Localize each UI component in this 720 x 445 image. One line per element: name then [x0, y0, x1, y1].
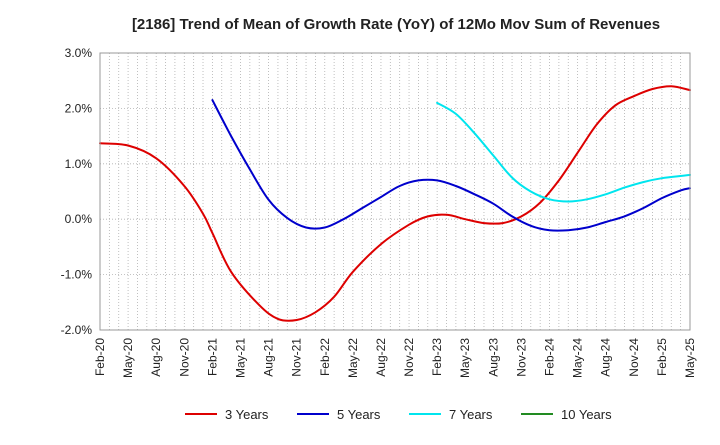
y-tick-label: 2.0% [65, 101, 93, 115]
legend-label-7-years: 7 Years [449, 407, 493, 422]
x-tick-label: Feb-21 [205, 338, 219, 376]
x-tick-label: May-22 [346, 338, 360, 378]
plot-area [100, 53, 690, 330]
y-tick-label: -1.0% [61, 268, 93, 282]
x-tick-label: May-23 [458, 338, 472, 378]
y-tick-label: 0.0% [65, 212, 93, 226]
x-tick-label: Nov-22 [402, 338, 416, 377]
axis-layer: 3.0% 2.0% 1.0% 0.0% -1.0% -2.0%Feb-20 May-20 Au… [61, 46, 697, 378]
y-tick-label: 3.0% [65, 46, 93, 60]
x-tick-label: Nov-20 [177, 338, 191, 377]
x-tick-label: Aug-23 [486, 338, 500, 377]
legend-label-3-years: 3 Years [225, 407, 269, 422]
y-tick-label: 1.0% [65, 157, 93, 171]
chart-title: [2186] Trend of Mean of Growth Rate (YoY… [132, 16, 660, 33]
y-tick-label: -2.0% [61, 323, 93, 337]
plot-frame [99, 52, 691, 331]
x-tick-label: Feb-23 [430, 338, 444, 376]
series-line-3-years [99, 85, 691, 322]
x-tick-label: May-24 [571, 338, 585, 378]
x-tick-label: Aug-21 [262, 338, 276, 377]
grid-layer [100, 53, 690, 330]
x-tick-label: Aug-24 [599, 338, 613, 377]
series-line-7-years [436, 101, 691, 203]
x-tick-label: May-20 [121, 338, 135, 378]
x-tick-label: Feb-24 [543, 338, 557, 376]
legend-layer: 3 Years 5 Years 7 Years 10 Years [185, 407, 612, 422]
legend-label-10-years: 10 Years [561, 407, 612, 422]
x-tick-label: Nov-23 [514, 338, 528, 377]
x-tick-label: Nov-24 [627, 338, 641, 377]
series-line-5-years [211, 99, 691, 232]
x-tick-label: Feb-22 [318, 338, 332, 376]
x-tick-label: Feb-20 [93, 338, 107, 376]
legend-label-5-years: 5 Years [337, 407, 381, 422]
x-tick-label: May-25 [683, 338, 697, 378]
x-tick-label: May-21 [233, 338, 247, 378]
x-tick-label: Feb-25 [655, 338, 669, 376]
series-layer [99, 85, 691, 322]
x-tick-label: Aug-20 [149, 338, 163, 377]
x-tick-label: Aug-22 [374, 338, 388, 377]
x-tick-label: Nov-21 [290, 338, 304, 377]
